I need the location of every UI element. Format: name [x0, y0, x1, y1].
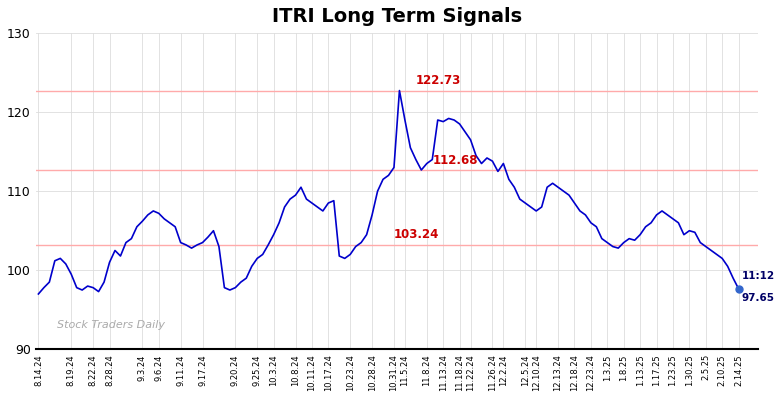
Text: 103.24: 103.24	[394, 228, 439, 242]
Text: 122.73: 122.73	[416, 74, 461, 88]
Text: 97.65: 97.65	[742, 293, 775, 303]
Text: 112.68: 112.68	[432, 154, 477, 167]
Title: ITRI Long Term Signals: ITRI Long Term Signals	[271, 7, 522, 26]
Text: 11:12: 11:12	[742, 271, 775, 281]
Text: Stock Traders Daily: Stock Traders Daily	[57, 320, 165, 330]
Point	[732, 286, 745, 292]
